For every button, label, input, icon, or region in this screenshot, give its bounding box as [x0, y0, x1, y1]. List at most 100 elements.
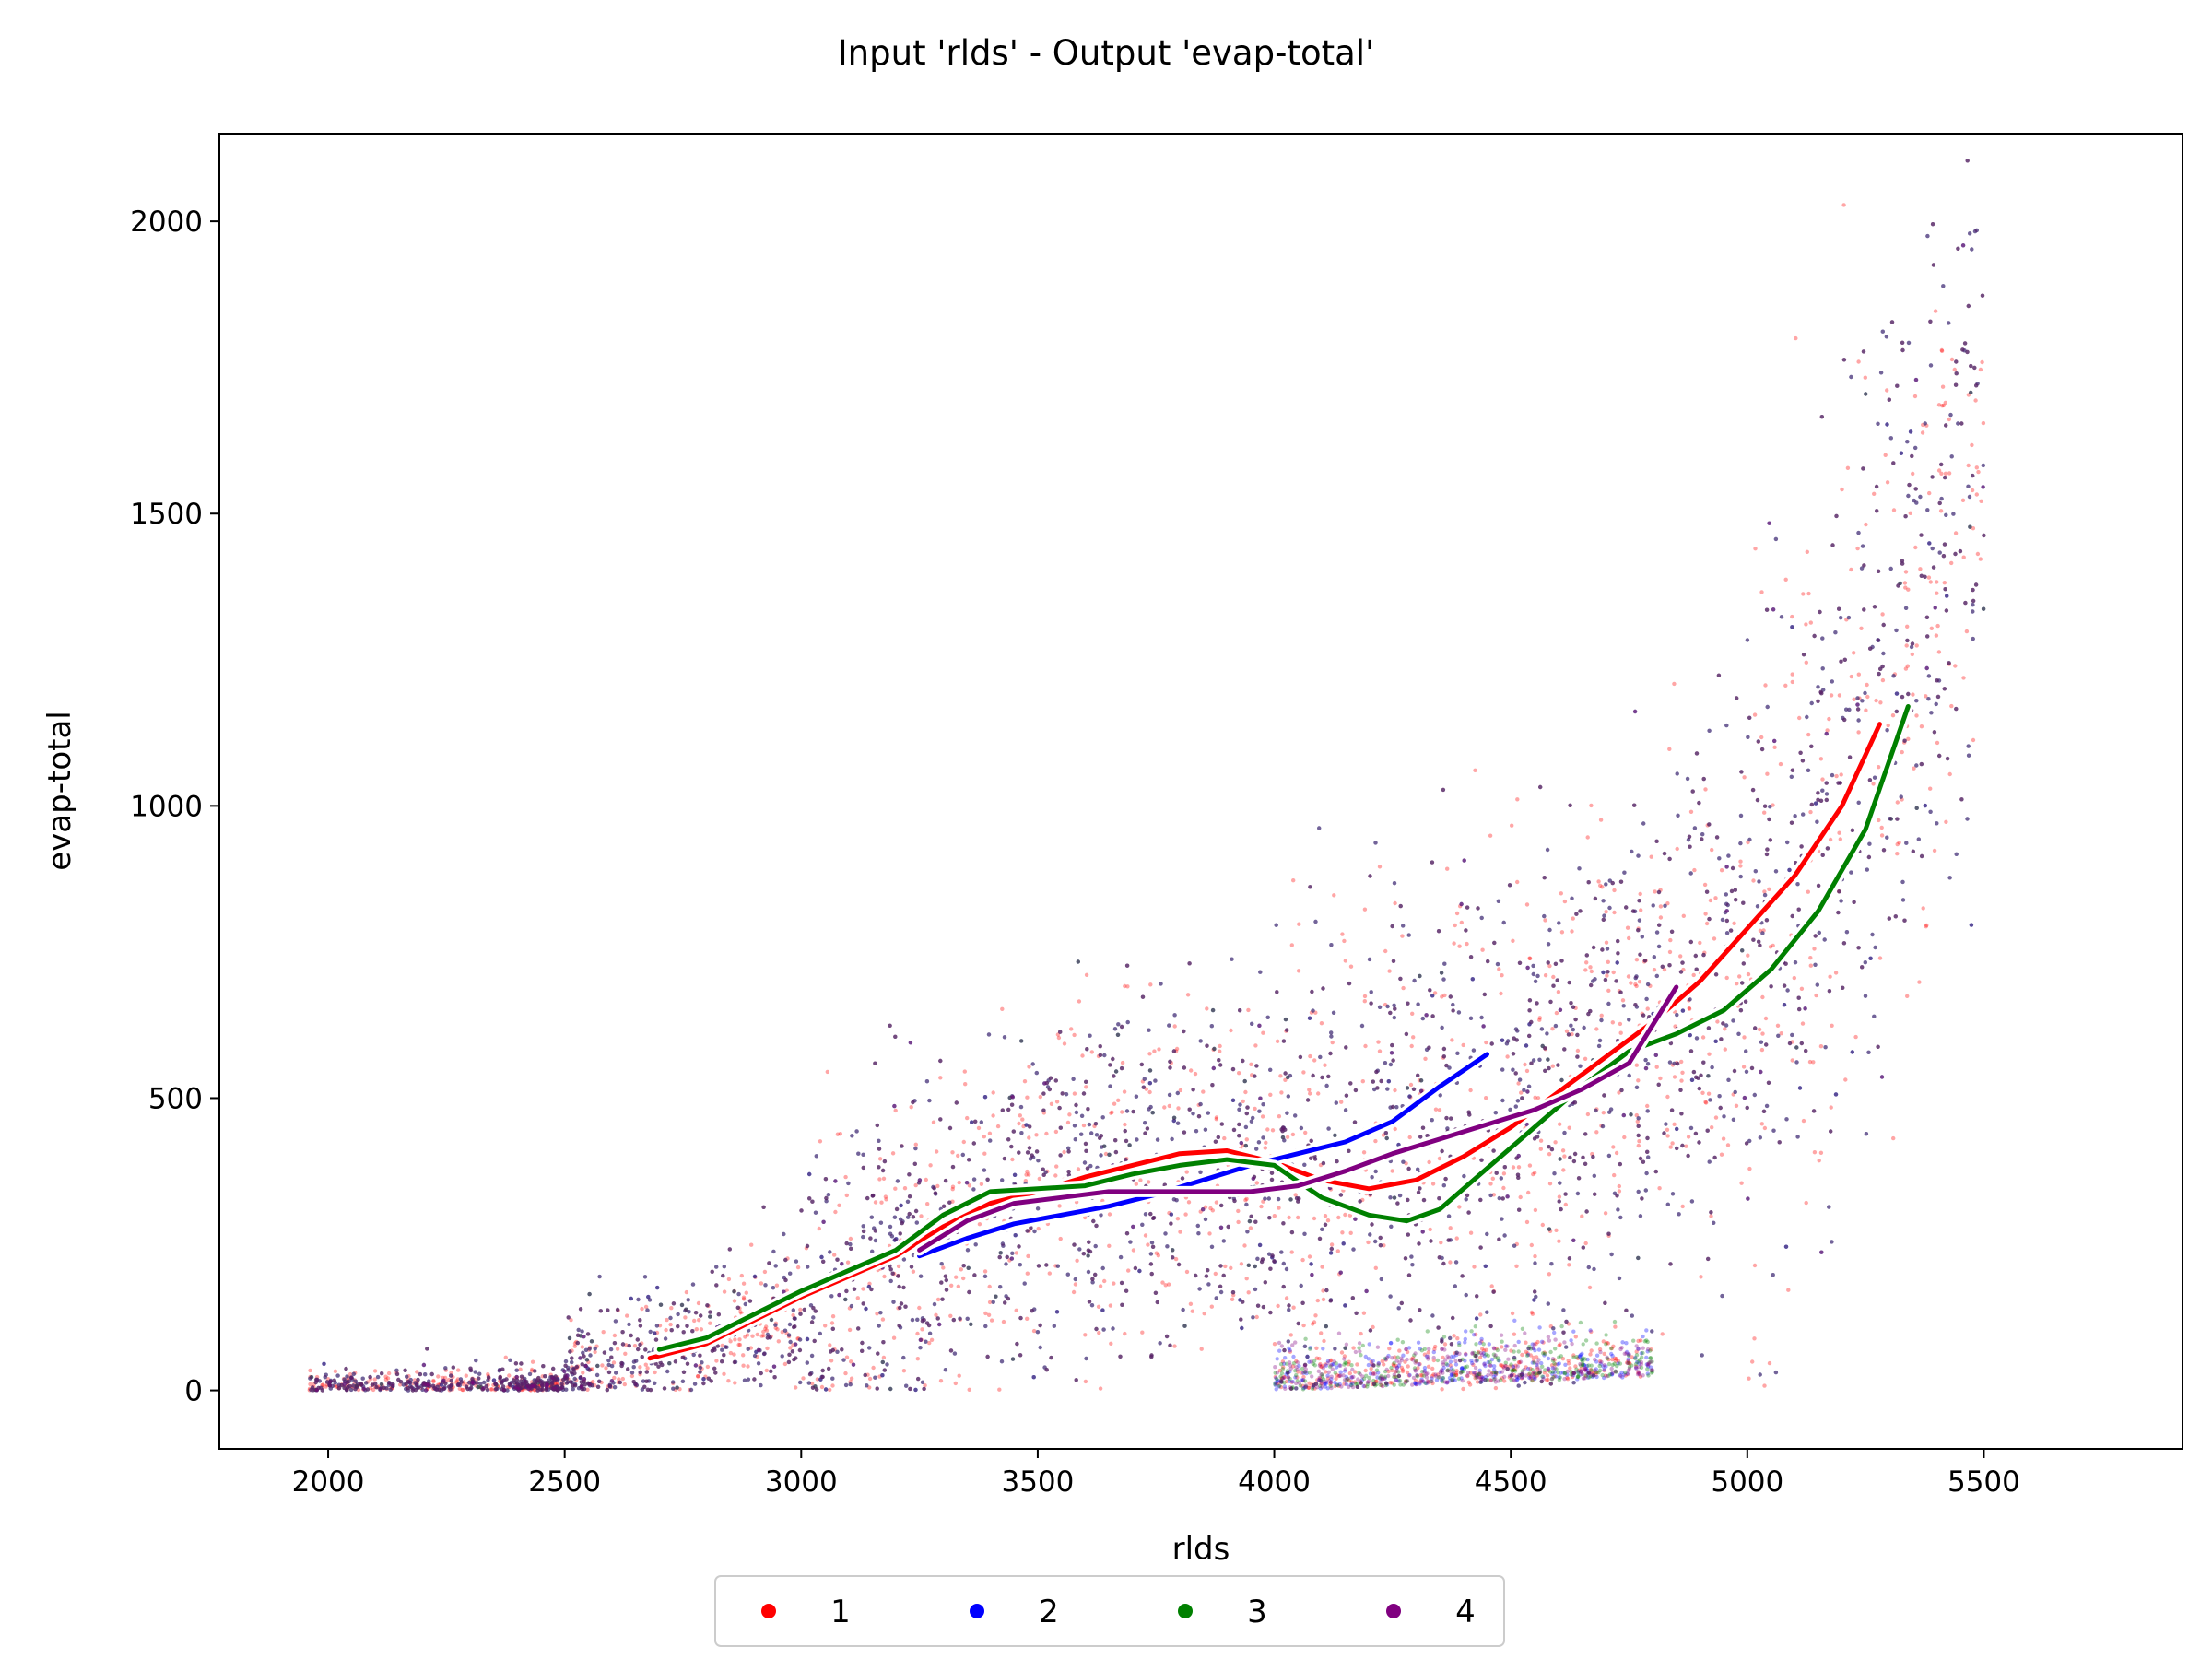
scatter-point: [370, 1382, 375, 1387]
scatter-point: [1511, 938, 1515, 943]
scatter-point: [782, 1361, 788, 1367]
scatter-point: [849, 1359, 853, 1364]
scatter-point: [505, 1384, 511, 1390]
scatter-point: [1119, 1280, 1124, 1286]
scatter-point: [1015, 1341, 1019, 1347]
scatter-point: [1363, 1043, 1368, 1049]
scatter-point: [1619, 1088, 1624, 1093]
scatter-point: [1288, 1386, 1294, 1391]
scatter-point: [346, 1385, 350, 1390]
scatter-point: [1055, 1032, 1061, 1037]
scatter-point: [819, 1384, 825, 1390]
scatter-point: [1210, 1083, 1215, 1088]
scatter-point: [1697, 1140, 1701, 1145]
scatter-point: [623, 1351, 628, 1357]
scatter-point: [1058, 1236, 1063, 1241]
scatter-point: [620, 1376, 625, 1382]
scatter-point: [537, 1379, 542, 1383]
scatter-point: [1640, 1011, 1645, 1017]
scatter-point: [580, 1387, 584, 1392]
scatter-point: [837, 1203, 841, 1208]
scatter-point: [1733, 888, 1738, 892]
scatter-point: [1841, 358, 1847, 362]
scatter-point: [1852, 697, 1856, 701]
scatter-point: [1618, 1030, 1623, 1035]
scatter-point: [1947, 471, 1952, 476]
scatter-point: [1853, 1034, 1858, 1040]
scatter-point: [1071, 1289, 1077, 1295]
scatter-point: [809, 1320, 815, 1324]
scatter-point: [486, 1375, 491, 1380]
scatter-point: [455, 1377, 461, 1382]
scatter-point: [1465, 941, 1469, 947]
scatter-point: [406, 1379, 411, 1384]
scatter-point: [943, 1274, 948, 1278]
scatter-point: [551, 1386, 556, 1391]
scatter-point: [1315, 1378, 1320, 1382]
scatter-point: [486, 1374, 491, 1379]
scatter-point: [1138, 1178, 1143, 1182]
scatter-point: [832, 1347, 837, 1352]
scatter-point: [534, 1379, 539, 1383]
scatter-point: [1021, 1124, 1026, 1129]
scatter-point: [1440, 1339, 1444, 1344]
scatter-point: [586, 1381, 591, 1386]
scatter-point: [1686, 1135, 1691, 1139]
scatter-point: [609, 1384, 614, 1390]
scatter-point: [1087, 1240, 1091, 1244]
scatter-point: [552, 1383, 557, 1388]
scatter-point: [1583, 968, 1588, 972]
scatter-point: [671, 1301, 677, 1306]
scatter-point: [1634, 1063, 1640, 1067]
scatter-point: [1474, 1354, 1478, 1359]
scatter-point: [341, 1376, 347, 1382]
scatter-point: [1538, 1147, 1544, 1151]
scatter-point: [741, 1363, 746, 1368]
scatter-point: [1877, 818, 1881, 823]
scatter-point: [1895, 852, 1900, 856]
scatter-point: [693, 1311, 699, 1315]
scatter-point: [359, 1382, 363, 1387]
scatter-point: [1885, 388, 1889, 393]
scatter-point: [1054, 1164, 1059, 1169]
scatter-point: [750, 1334, 755, 1338]
scatter-point: [810, 1385, 816, 1390]
scatter-point: [1729, 888, 1735, 894]
scatter-point: [881, 1340, 886, 1345]
scatter-point: [1812, 633, 1817, 639]
scatter-point: [1764, 918, 1770, 923]
scatter-point: [533, 1382, 537, 1386]
scatter-point: [1400, 1368, 1406, 1372]
scatter-point: [1885, 480, 1890, 485]
scatter-point: [1617, 1183, 1622, 1189]
scatter-point: [1041, 1108, 1046, 1112]
scatter-point: [1743, 999, 1748, 1004]
scatter-point: [1936, 650, 1942, 654]
scatter-point: [1168, 1065, 1172, 1070]
scatter-point: [1108, 1063, 1112, 1067]
scatter-point: [898, 1305, 902, 1311]
scatter-point: [530, 1359, 535, 1364]
scatter-point: [1441, 787, 1446, 793]
scatter-point: [1329, 1246, 1335, 1252]
scatter-point: [726, 1277, 732, 1282]
scatter-point: [1393, 1088, 1397, 1093]
scatter-point: [1515, 1172, 1521, 1177]
scatter-point: [1023, 1179, 1029, 1183]
scatter-point: [526, 1384, 531, 1389]
scatter-point: [539, 1386, 544, 1392]
scatter-point: [1570, 1031, 1574, 1037]
scatter-point: [1340, 1230, 1345, 1235]
scatter-point: [540, 1383, 545, 1389]
scatter-point: [1672, 1122, 1677, 1127]
scatter-point: [1745, 1105, 1749, 1111]
scatter-point: [1232, 1198, 1237, 1204]
scatter-point: [1354, 1311, 1359, 1316]
scatter-point: [1072, 1242, 1077, 1247]
scatter-point: [737, 1342, 743, 1347]
scatter-point: [986, 1312, 992, 1318]
scatter-point: [1789, 820, 1794, 825]
scatter-point: [997, 1387, 1002, 1392]
scatter-point: [916, 1376, 921, 1382]
scatter-point: [1053, 1173, 1058, 1178]
